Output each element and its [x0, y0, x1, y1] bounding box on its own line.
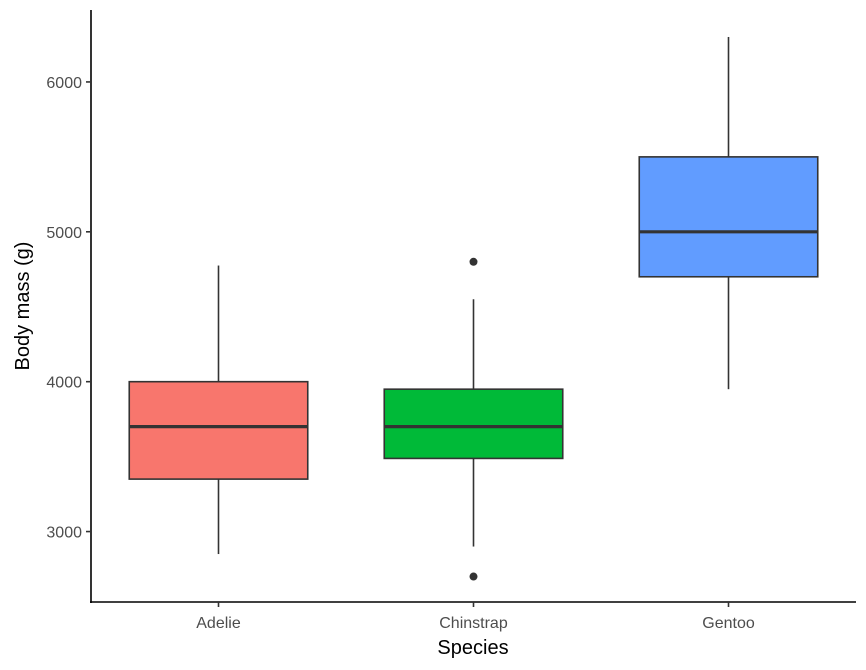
y-ticks: 3000 4000 5000 6000	[46, 75, 91, 542]
box-adelie	[128, 265, 309, 555]
y-tick-label: 5000	[46, 225, 82, 242]
y-tick-label: 3000	[46, 525, 82, 542]
x-axis-title: Species	[437, 637, 508, 659]
x-tick-label: Gentoo	[702, 615, 755, 632]
x-tick-label: Chinstrap	[439, 615, 508, 632]
y-tick-label: 4000	[46, 375, 82, 392]
outlier-point-chinstrap	[469, 572, 478, 581]
box-gentoo	[638, 36, 819, 390]
x-tick-label: Adelie	[196, 615, 241, 632]
y-tick-label: 6000	[46, 75, 82, 92]
iqr-box-adelie	[128, 380, 309, 480]
y-axis-title: Body mass (g)	[12, 242, 34, 371]
box-chinstrap	[383, 257, 564, 581]
iqr-box-gentoo	[638, 156, 819, 278]
outlier-point-chinstrap	[469, 257, 478, 266]
iqr-box-chinstrap	[383, 388, 564, 460]
x-ticks: Adelie Chinstrap Gentoo	[196, 602, 755, 632]
boxes-layer	[128, 36, 819, 581]
